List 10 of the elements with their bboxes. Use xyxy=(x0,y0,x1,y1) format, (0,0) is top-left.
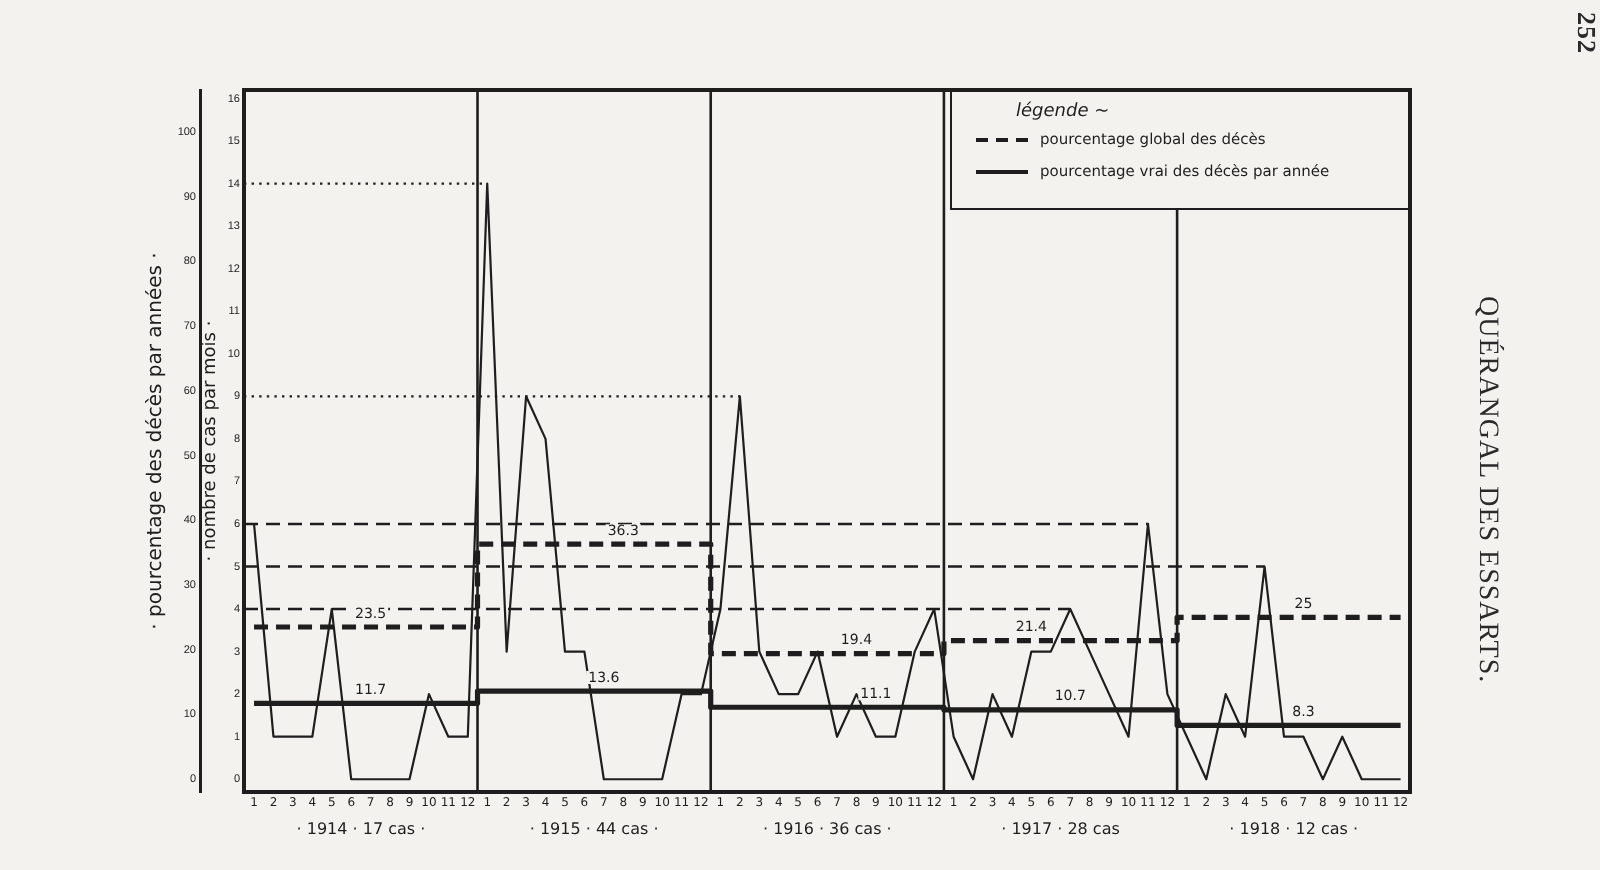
text: 252 xyxy=(1570,12,1600,54)
legend-title: légende ~ xyxy=(1016,102,1112,122)
text: · 1915 · 44 cas · xyxy=(529,820,659,839)
text: · 1917 · 28 cas xyxy=(1001,820,1120,839)
y-axis-title: · nombre de cas par mois · xyxy=(201,320,222,562)
text: · 1914 · 17 cas · xyxy=(296,820,426,839)
text: QUÉRANGAL DES ESSARTS. xyxy=(1470,296,1502,684)
text: · 1918 · 12 cas · xyxy=(1229,820,1359,839)
y2-axis-title: · pourcentage des décès par années · xyxy=(145,252,168,630)
text: · 1916 · 36 cas · xyxy=(762,820,892,839)
